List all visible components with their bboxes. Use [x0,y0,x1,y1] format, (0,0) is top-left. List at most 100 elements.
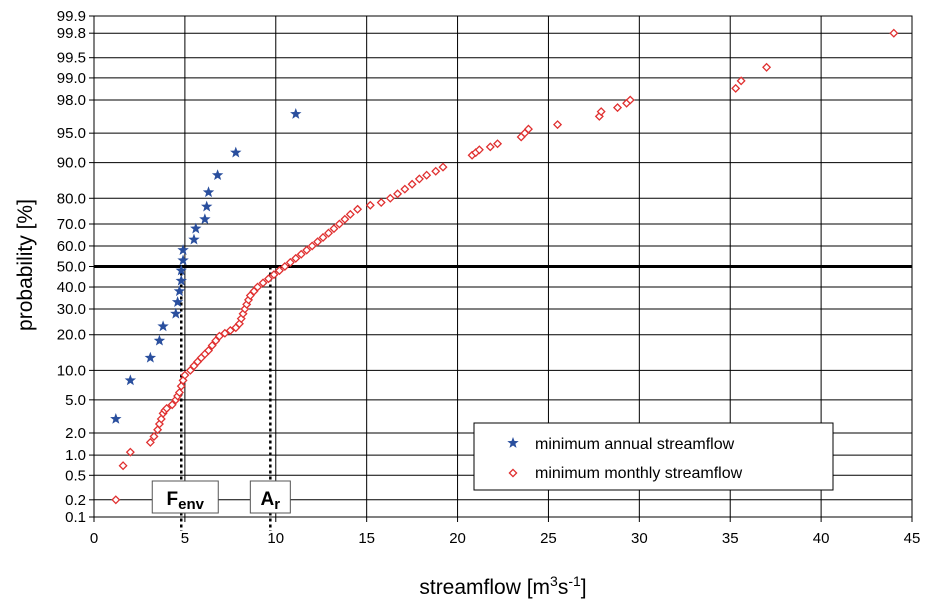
monthly-point [118,461,128,471]
x-tick-label: 25 [540,530,557,547]
monthly-point [153,425,163,435]
monthly-point [353,204,363,214]
annual-point [144,351,157,363]
legend-annual-star-icon [507,437,519,448]
y-tick-label: 40.0 [57,279,86,296]
y-tick-label: 99.9 [57,8,86,25]
data-series [110,28,899,505]
y-tick-label: 1.0 [65,447,86,464]
x-tick-label: 30 [631,530,648,547]
monthly-point [145,437,155,447]
monthly-point [280,261,290,272]
monthly-point [385,193,395,203]
annual-point [211,169,224,181]
y-tick-label: 95.0 [57,125,86,142]
monthly-point [307,241,317,251]
annual-point [177,254,189,266]
marker-label-subscript: env [178,496,205,513]
x-axis-title-main: streamflow [m [419,576,550,599]
y-tick-label: 90.0 [57,155,86,172]
annual-point [157,320,169,332]
annual-point [190,222,202,234]
y-tick-label: 99.8 [57,25,86,42]
x-axis-title: streamflow [m3s-1] [419,573,586,599]
annual-point [170,307,182,319]
legend-box [473,422,834,491]
monthly-point [149,431,159,442]
monthly-point [407,179,417,189]
marker-label-subscript: r [274,496,280,513]
plot-frame [93,15,913,518]
monthly-point [889,28,899,38]
x-tick-label: 10 [267,530,284,547]
y-tick-label: 70.0 [57,216,86,233]
monthly-point [340,214,350,224]
annual-point [110,412,122,424]
monthly-point [220,328,230,338]
legend-annual-label: minimum annual streamflow [535,436,735,453]
annual-point [171,296,184,308]
y-tick-label: 50.0 [57,259,86,276]
annual-point [188,233,200,245]
monthly-point [285,257,295,267]
marker-label-box [249,480,291,514]
series-monthly [111,28,899,505]
y-tick-labels: 0.10.2 0.5 1.0 2.0 5.0 10.0 20.0 30.0 40.0 50.0 60… [57,8,86,526]
y-tick-label: 20.0 [57,327,86,344]
monthly-point [376,198,386,208]
monthly-point [345,209,355,219]
series-annual [110,108,302,424]
marker-label-text: Ar [261,489,281,513]
monthly-point [596,107,606,117]
monthly-point [393,189,403,199]
monthly-point [211,336,221,346]
monthly-point [296,249,306,259]
annual-point [124,374,137,386]
monthly-point [485,142,495,152]
marker-label-main: A [261,489,275,510]
monthly-point [400,184,410,194]
marker-labels: Fenv Ar [151,480,291,514]
y-tick-label: 10.0 [57,362,86,379]
reference-lines [94,265,912,531]
annual-point [153,334,166,346]
legend-diamond-mark [508,468,518,478]
monthly-point [263,274,274,284]
y-tick-label: 30.0 [57,301,86,318]
monthly-point [625,95,635,105]
x-tick-label: 0 [90,530,98,547]
annual-point [173,285,186,297]
x-tick-label: 5 [181,530,189,547]
monthly-point [253,282,263,292]
y-tick-label: 5.0 [65,392,86,409]
monthly-point [225,325,235,335]
monthly-point [422,170,432,180]
annual-point [177,244,189,255]
marker-label-box [151,480,219,514]
monthly-point [291,253,301,263]
y-tick-label: 99.5 [57,50,86,67]
monthly-point [431,166,441,176]
monthly-point [414,174,424,184]
x-tick-labels: 0 5 10 15 20 25 30 35 40 45 [90,530,921,547]
x-axis-title-sup2: -1 [568,573,581,589]
monthly-point [258,278,268,288]
marker-label-main: F [167,489,179,510]
monthly-point [302,245,312,255]
monthly-point [523,124,533,134]
annual-point [230,146,242,158]
monthly-point [274,266,284,276]
legend-monthly-diamond-icon [508,468,518,478]
monthly-point [731,83,741,93]
monthly-point [613,103,623,113]
y-tick-label: 0.1 [65,509,86,526]
monthly-point [167,400,177,410]
monthly-point [365,200,375,210]
marker-label-text: Fenv [167,489,205,513]
monthly-point [323,228,334,238]
x-tick-label: 35 [722,530,739,547]
annual-point [201,200,213,212]
monthly-point [474,145,484,155]
y-tick-label: 0.5 [65,467,86,484]
